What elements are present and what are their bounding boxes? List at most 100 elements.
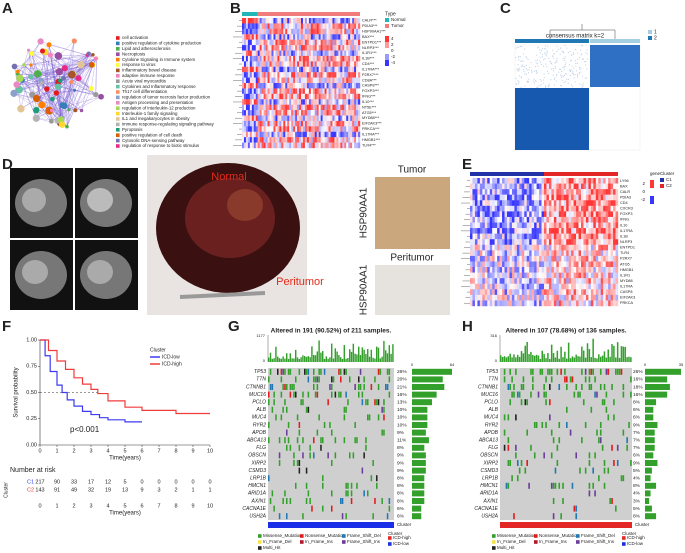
matrix-speck — [586, 49, 588, 51]
heatmap-cell — [482, 239, 485, 245]
mutation-cell — [345, 391, 347, 398]
heatmap-cell — [585, 267, 589, 273]
heatmap-cell — [553, 194, 557, 201]
heatmap-cell — [265, 142, 268, 149]
heatmap-cell — [267, 120, 270, 127]
heatmap-cell — [499, 222, 503, 229]
heatmap-cell — [352, 142, 355, 149]
mutation-cell — [630, 391, 632, 398]
heatmap-cell — [328, 18, 331, 24]
mutation-cell — [603, 384, 606, 390]
heatmap-cell — [558, 233, 562, 240]
heatmap-cell — [608, 250, 611, 257]
heatmap-cell — [320, 28, 323, 35]
heatmap-cell — [576, 261, 579, 268]
mutation-cell — [332, 376, 335, 383]
heatmap-cell — [350, 131, 353, 138]
heatmap-cell — [588, 300, 592, 307]
heatmap-cell — [271, 72, 274, 78]
heatmap-cell — [504, 272, 508, 279]
risk-count: 49 — [71, 487, 77, 493]
matrix-speck — [581, 45, 583, 47]
heatmap-cell — [350, 66, 353, 73]
heatmap-cell — [558, 267, 562, 273]
heatmap-cell — [497, 283, 500, 290]
heatmap-cell — [253, 131, 256, 138]
matrix-speck — [515, 57, 517, 59]
legend-title: geneCluster — [650, 171, 675, 176]
heatmap-cell — [603, 228, 606, 234]
heatmap-cell — [585, 216, 589, 223]
gene-label: PDIA3 — [620, 195, 631, 199]
freq-label: 9% — [633, 460, 641, 466]
network-edge — [90, 58, 96, 89]
heatmap-cell — [494, 267, 498, 273]
heatmap-cell — [489, 194, 493, 201]
heatmap-cell — [358, 39, 361, 46]
heatmap-cell — [314, 34, 317, 40]
heatmap-cell — [516, 194, 520, 201]
gene-label: CSMD3 — [480, 468, 498, 474]
heatmap-cell — [536, 250, 540, 257]
freq-label: 11% — [397, 437, 407, 443]
heatmap-cell — [529, 211, 532, 218]
heatmap-cell — [593, 233, 596, 240]
heatmap-cell — [514, 228, 518, 234]
heatmap-cell — [566, 283, 569, 290]
heatmap-cell — [548, 244, 552, 251]
legend-label: Cytokines and Inflammatory response — [122, 84, 196, 89]
heatmap-cell — [249, 28, 253, 35]
heatmap-cell — [354, 126, 357, 132]
heatmap-cell — [263, 88, 266, 95]
heatmap-cell — [293, 61, 296, 67]
mutation-cell — [293, 460, 295, 466]
heatmap-cell — [354, 45, 357, 51]
heatmap-cell — [605, 239, 609, 245]
heatmap-cell — [539, 272, 542, 279]
heatmap-cell — [344, 18, 347, 24]
heatmap-cell — [578, 189, 582, 195]
mutation-cell — [354, 437, 356, 444]
heatmap-cell — [257, 61, 260, 67]
mutation-cell — [575, 384, 578, 390]
heatmap-cell — [610, 222, 614, 229]
heatmap-cell — [497, 228, 500, 234]
heatmap-cell — [541, 267, 545, 273]
heatmap-cell — [507, 278, 510, 284]
heatmap-cell — [615, 189, 619, 195]
heatmap-cell — [330, 131, 333, 138]
heatmap-cell — [583, 216, 587, 223]
heatmap-cell — [326, 137, 329, 143]
heatmap-cell — [511, 233, 515, 240]
heatmap-cell — [494, 222, 498, 229]
heatmap-cell — [255, 34, 258, 40]
mutation-cell — [307, 490, 310, 497]
heatmap-cell — [593, 272, 596, 279]
mutation-cell — [613, 460, 615, 466]
matrix-speck — [537, 63, 539, 65]
heatmap-cell — [541, 239, 545, 245]
matrix-speck — [535, 54, 537, 56]
heatmap-cell — [610, 205, 614, 212]
heatmap-cell — [603, 211, 606, 218]
freq-label: 7% — [633, 430, 641, 436]
heatmap-cell — [608, 189, 611, 195]
heatmap-cell — [482, 200, 485, 207]
heatmap-cell — [265, 126, 268, 132]
heatmap-cell — [573, 261, 577, 268]
heatmap-cell — [358, 110, 361, 116]
heatmap-cell — [502, 278, 505, 284]
y-tick-label: 1.00 — [26, 337, 37, 343]
heatmap-cell — [509, 189, 513, 195]
heatmap-cell — [615, 239, 619, 245]
heatmap-cell — [314, 39, 317, 46]
top-bar — [322, 351, 324, 362]
mutation-cell — [307, 391, 310, 398]
heatmap-cell — [516, 261, 520, 268]
heatmap-cell — [281, 115, 284, 122]
heatmap-cell — [529, 300, 532, 307]
heatmap-cell — [519, 228, 522, 234]
mutation-cell — [599, 429, 602, 436]
heatmap-cell — [259, 142, 262, 149]
color-scale — [650, 196, 654, 204]
